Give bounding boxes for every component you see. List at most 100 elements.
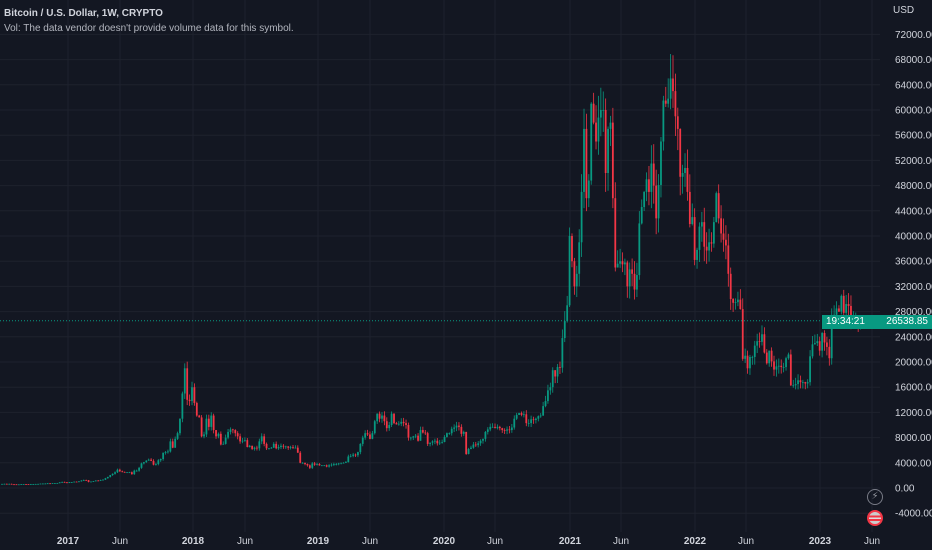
candle-body bbox=[722, 233, 725, 240]
candle bbox=[27, 483, 30, 485]
candle bbox=[373, 419, 376, 435]
candle bbox=[595, 105, 597, 150]
candle-body bbox=[251, 445, 254, 449]
candle-body bbox=[566, 305, 569, 322]
candle bbox=[537, 415, 540, 422]
candle bbox=[597, 95, 600, 155]
candle bbox=[49, 483, 51, 485]
candle bbox=[688, 174, 691, 228]
candle-body bbox=[402, 421, 405, 424]
candle-body bbox=[258, 441, 261, 449]
candle-body bbox=[147, 459, 150, 461]
candle bbox=[3, 483, 6, 485]
candle bbox=[749, 354, 751, 375]
candle-body bbox=[643, 191, 646, 208]
candle-body bbox=[330, 464, 333, 466]
candle bbox=[527, 419, 530, 427]
candle bbox=[503, 428, 506, 434]
candle bbox=[770, 347, 773, 367]
symbol-title[interactable]: Bitcoin / U.S. Dollar, 1W, CRYPTO bbox=[4, 8, 163, 19]
candle bbox=[94, 480, 97, 482]
candle-body bbox=[385, 421, 388, 429]
candle-body bbox=[650, 163, 653, 192]
candle-body bbox=[554, 370, 557, 377]
candle bbox=[741, 298, 744, 361]
candle-body bbox=[813, 343, 816, 345]
candle-body bbox=[37, 483, 39, 485]
candle-body bbox=[229, 429, 232, 432]
candle-body bbox=[85, 479, 88, 481]
candle bbox=[236, 431, 239, 440]
candle-body bbox=[575, 273, 578, 287]
candle bbox=[390, 411, 393, 428]
price-axis[interactable]: 72000.00 68000.00 64000.00 60000.00 56000.00… bbox=[895, 30, 932, 520]
candle-body bbox=[633, 273, 636, 290]
candle bbox=[520, 411, 523, 417]
candle-body bbox=[746, 355, 749, 369]
candle-body bbox=[614, 198, 617, 268]
candle-body bbox=[22, 484, 25, 485]
candle bbox=[157, 459, 160, 466]
candle bbox=[566, 295, 569, 323]
candle-body bbox=[383, 415, 386, 422]
candle-body bbox=[597, 117, 600, 142]
flag-icon[interactable] bbox=[867, 510, 883, 526]
candle-body bbox=[660, 141, 662, 185]
candle bbox=[465, 431, 468, 455]
candle bbox=[133, 469, 136, 475]
candle bbox=[25, 483, 27, 485]
candle bbox=[477, 441, 480, 448]
candle-body bbox=[364, 433, 367, 438]
candle bbox=[405, 419, 407, 429]
candle-body bbox=[657, 184, 660, 219]
candle bbox=[816, 333, 819, 346]
candle-body bbox=[631, 269, 634, 274]
candle-body bbox=[162, 452, 165, 460]
candle-body bbox=[681, 173, 684, 177]
candle-body bbox=[585, 128, 588, 199]
candle bbox=[260, 433, 263, 445]
candle-body bbox=[525, 414, 528, 424]
candle bbox=[239, 433, 241, 444]
candle bbox=[460, 424, 463, 437]
candle bbox=[455, 421, 458, 432]
candle bbox=[806, 379, 809, 389]
candle-body bbox=[361, 437, 364, 444]
candle bbox=[801, 379, 804, 389]
candle-body bbox=[450, 428, 453, 434]
candle-body bbox=[412, 436, 415, 438]
candle-body bbox=[320, 465, 323, 467]
candle-body bbox=[56, 483, 59, 484]
candle-body bbox=[838, 308, 840, 312]
candle-body bbox=[758, 341, 761, 343]
candle bbox=[599, 87, 602, 137]
candle-body bbox=[847, 304, 850, 306]
candle-body bbox=[304, 462, 306, 465]
candle bbox=[496, 424, 499, 430]
candle bbox=[821, 331, 824, 358]
candle-body bbox=[527, 423, 530, 424]
candle bbox=[616, 250, 619, 268]
candle-body bbox=[751, 356, 754, 358]
time-axis[interactable]: 2017 Jun 2018 Jun 2019 Jun 2020 Jun 2021 Jun 2022 J… bbox=[57, 536, 880, 547]
candle-body bbox=[458, 425, 460, 427]
candle-body bbox=[756, 341, 759, 346]
candle-body bbox=[787, 354, 790, 359]
y-tick-label: 8000.00 bbox=[895, 433, 932, 444]
candle bbox=[102, 479, 104, 481]
candle-body bbox=[222, 443, 225, 445]
candle-body bbox=[578, 242, 581, 274]
candle-body bbox=[607, 128, 609, 173]
lightning-icon[interactable]: ⚡︎ bbox=[867, 489, 883, 505]
candle bbox=[602, 91, 605, 132]
candle bbox=[246, 438, 249, 448]
candle-body bbox=[270, 447, 273, 449]
candle-body bbox=[203, 434, 205, 437]
candle bbox=[513, 415, 516, 430]
candle-body bbox=[761, 334, 763, 342]
candle-body bbox=[732, 299, 735, 303]
candle bbox=[532, 416, 535, 424]
candle bbox=[727, 233, 730, 287]
candle-body bbox=[453, 427, 456, 429]
